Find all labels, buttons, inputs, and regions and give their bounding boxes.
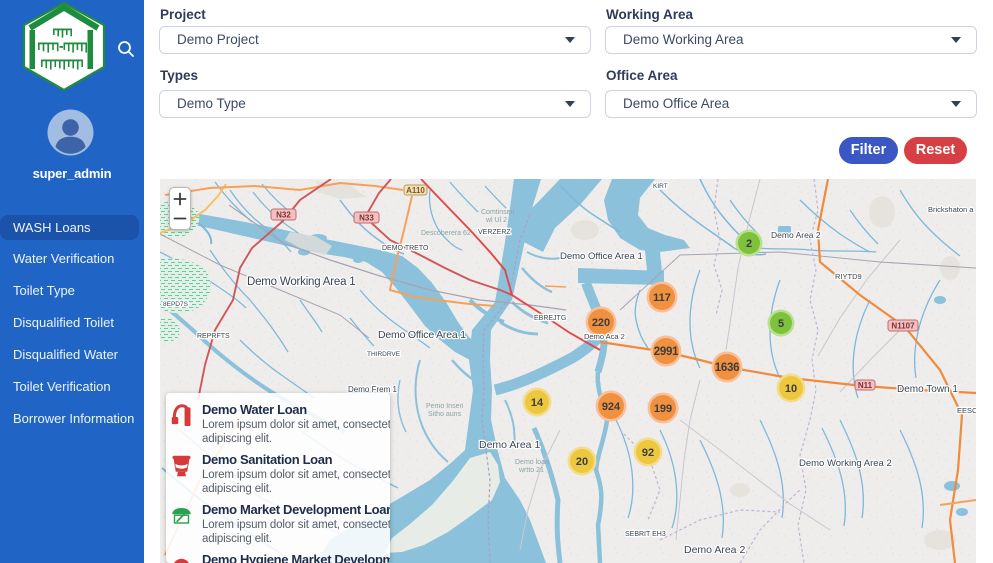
svg-text:THIRDRVE: THIRDRVE [367,351,401,358]
svg-text:KIRT: KIRT [653,183,668,190]
svg-text:N32: N32 [276,211,291,220]
svg-text:Brickshaton a: Brickshaton a [928,205,974,214]
svg-text:Demo Office Area 1: Demo Office Area 1 [378,329,466,341]
svg-text:wl Ul 2: wl Ul 2 [485,217,507,224]
svg-text:Demo loan: Demo loan [515,459,549,466]
svg-text:20: 20 [576,456,588,468]
svg-text:Demo Town 1: Demo Town 1 [897,384,958,395]
svg-text:2991: 2991 [654,346,679,358]
svg-text:A110: A110 [406,186,425,195]
svg-text:92: 92 [642,447,654,459]
svg-text:N1107: N1107 [891,322,915,331]
svg-text:Demo Working Area 1: Demo Working Area 1 [247,276,355,288]
svg-text:VERZERZ: VERZERZ [478,229,511,236]
svg-text:Pemo Insen: Pemo Insen [426,403,463,410]
svg-text:10: 10 [785,383,797,395]
svg-text:Demo Aca 2: Demo Aca 2 [584,332,625,341]
svg-text:SEBRIT EH3: SEBRIT EH3 [625,531,666,538]
svg-text:EESCR: EESCR [957,406,976,415]
svg-text:Sitho auns: Sitho auns [428,411,462,418]
svg-text:117: 117 [653,292,671,304]
svg-text:Demo Office Area 1: Demo Office Area 1 [560,251,643,262]
svg-text:8EPD7S: 8EPD7S [163,301,189,308]
svg-text:220: 220 [592,317,610,329]
svg-text:Demo Frem 1: Demo Frem 1 [348,385,397,394]
svg-text:924: 924 [602,401,621,413]
svg-text:N11: N11 [858,381,873,390]
svg-text:wrtto 21: wrtto 21 [518,467,544,474]
svg-text:Descoberera 62: Descoberera 62 [421,230,471,237]
svg-text:1636: 1636 [715,362,739,374]
svg-text:N33: N33 [359,214,374,223]
svg-text:Demo Area 2: Demo Area 2 [684,544,745,556]
svg-text:14: 14 [531,397,544,409]
svg-text:RIYTD9: RIYTD9 [835,272,862,281]
svg-text:2: 2 [746,238,752,250]
svg-text:Demo Area 2: Demo Area 2 [771,230,821,240]
svg-text:DEMO TRETO: DEMO TRETO [382,245,429,252]
svg-text:Demo Area 1: Demo Area 1 [479,439,540,451]
svg-text:Comtinsen: Comtinsen [481,209,515,216]
svg-text:REPRFTS: REPRFTS [197,333,230,340]
svg-text:Demo Working Area 2: Demo Working Area 2 [799,458,892,469]
svg-text:5: 5 [778,318,784,330]
svg-text:199: 199 [654,403,672,415]
svg-text:EBREJTG: EBREJTG [534,315,566,322]
